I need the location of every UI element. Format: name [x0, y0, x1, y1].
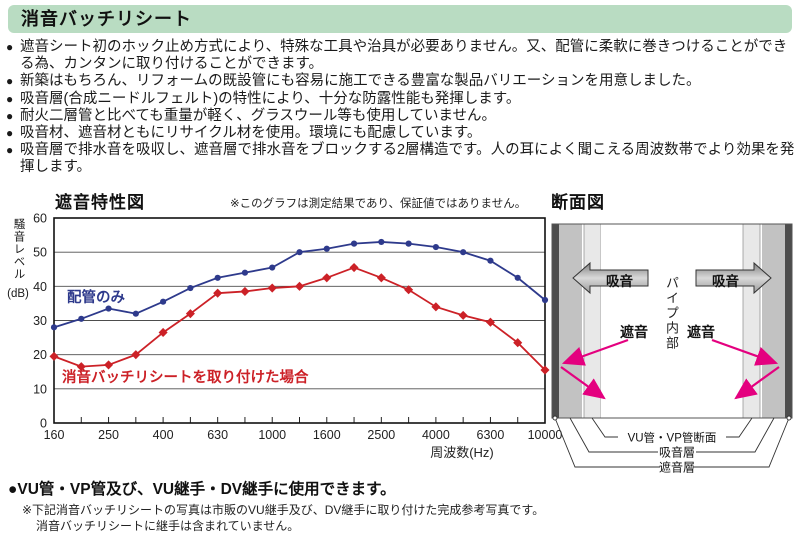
block-layer-left	[552, 224, 559, 418]
feature-text: 吸音層(合成ニードルフェルト)の特性により、十分な防露性能も発揮します。	[20, 90, 521, 107]
block-label-right: 遮音	[687, 324, 715, 340]
usage-note-line2: 消音バッチリシートに継手は含まれていません。	[36, 519, 300, 533]
block-layer-caption: 遮音層	[659, 460, 695, 475]
legend-with-sheet: 消音バッチリシートを取り付けた場合	[62, 370, 309, 386]
diagram-frame	[551, 223, 793, 419]
svg-text:10: 10	[33, 382, 47, 396]
bullet-icon: ●	[6, 126, 14, 141]
svg-text:10000: 10000	[528, 428, 563, 442]
svg-text:30: 30	[33, 314, 47, 328]
y-axis-label-text: 騒音レベル	[12, 218, 25, 281]
feature-text: 吸音材、遮音材ともにリサイクル材を使用。環境にも配慮しています。	[20, 125, 482, 142]
line-chart: 0 10 20 30 40 50 60 160 250 400 630 1000 1600 2500 400…	[33, 212, 563, 461]
feature-item: ● 吸音層(合成ニードルフェルト)の特性により、十分な防露性能も発揮します。	[6, 91, 796, 108]
chart-title: 遮音特性図	[55, 193, 145, 212]
svg-text:0: 0	[40, 417, 47, 431]
svg-text:160: 160	[44, 428, 65, 442]
absorb-layer-caption: 吸音層	[659, 445, 695, 460]
pipe-interior-label: パイプ内部	[664, 276, 679, 351]
svg-text:4000: 4000	[422, 428, 450, 442]
feature-text: 遮音シート初のホック止め方式により、特殊な工具や治具が必要ありません。又、配管に…	[20, 39, 788, 73]
svg-text:周波数(Hz): 周波数(Hz)	[430, 445, 494, 460]
chart-note: ※このグラフは測定結果であり、保証値ではありません。	[230, 198, 527, 210]
bullet-icon: ●	[6, 40, 14, 54]
feature-item: ● 吸音材、遮音材ともにリサイクル材を使用。環境にも配慮しています。	[6, 125, 796, 142]
absorb-arrow-left-icon	[572, 261, 649, 295]
feature-text: 吸音層で排水音を吸収し、遮音層で排水音をブロックする2層構造です。人の耳によく聞…	[20, 142, 795, 176]
svg-text:400: 400	[153, 428, 174, 442]
feature-list: ● 遮音シート初のホック止め方式により、特殊な工具や治具が必要ありません。又、配管…	[6, 39, 796, 177]
block-arrow-left-out-icon	[560, 366, 606, 400]
diagram-title: 断面図	[551, 193, 605, 212]
svg-text:250: 250	[98, 428, 119, 442]
pipe-wall-right	[742, 223, 761, 419]
absorb-arrow-right-icon	[695, 261, 772, 295]
svg-text:6300: 6300	[477, 428, 505, 442]
feature-item: ● 新築はもちろん、リフォームの既設管にも容易に施工できる豊富な製品バリエーション…	[6, 73, 796, 90]
absorb-label-left: 吸音	[606, 274, 633, 289]
svg-text:630: 630	[207, 428, 228, 442]
svg-text:1000: 1000	[258, 428, 286, 442]
svg-text:40: 40	[33, 280, 47, 294]
svg-text:60: 60	[33, 212, 47, 226]
bullet-icon: ●	[6, 108, 14, 123]
pipe-interior	[601, 224, 743, 418]
block-label-left: 遮音	[620, 324, 648, 340]
absorb-layer-left	[559, 224, 582, 418]
svg-text:50: 50	[33, 246, 47, 260]
block-layer-right	[785, 224, 792, 418]
usage-headline: ●VU管・VP管及び、VU継手・DV継手に使用できます。	[8, 481, 396, 498]
bullet-icon: ●	[6, 143, 14, 158]
block-bounce-arrows	[560, 338, 780, 400]
feature-item: ● 遮音シート初のホック止め方式により、特殊な工具や治具が必要ありません。又、配管…	[6, 39, 796, 73]
leader-lines	[552, 415, 792, 468]
y-axis-label: 騒音レベル (dB)	[3, 218, 33, 300]
block-arrow-right-in-icon	[711, 338, 779, 366]
pipe-section-caption: VU管・VP管断面	[628, 431, 717, 445]
feature-text: 新築はもちろん、リフォームの既設管にも容易に施工できる豊富な製品バリエーションを…	[20, 73, 701, 90]
feature-item: ● 吸音層で排水音を吸収し、遮音層で排水音をブロックする2層構造です。人の耳によく…	[6, 142, 796, 176]
y-axis-unit: (dB)	[7, 287, 29, 300]
page-title-bar: 消音バッチリシート	[8, 5, 792, 33]
absorb-layer-right	[762, 224, 785, 418]
absorb-label-right: 吸音	[712, 274, 739, 289]
svg-text:2500: 2500	[367, 428, 395, 442]
legend-pipe-only: 配管のみ	[67, 290, 125, 306]
bullet-icon: ●	[6, 74, 14, 89]
block-arrow-right-out-icon	[734, 366, 780, 400]
feature-text: 耐火二層管と比べても重量が軽く、グラスウール等も使用していません。	[20, 107, 497, 124]
bullet-icon: ●	[6, 91, 14, 106]
block-arrow-left-in-icon	[561, 338, 629, 366]
feature-item: ● 耐火二層管と比べても重量が軽く、グラスウール等も使用していません。	[6, 108, 796, 125]
svg-text:1600: 1600	[313, 428, 341, 442]
cross-section-diagram: VU管・VP管断面 吸音層 遮音層	[551, 223, 793, 475]
usage-note-line1: ※下記消音バッチリシートの写真は市販のVU継手及び、DV継手に取り付けた完成参考…	[22, 503, 545, 517]
svg-text:20: 20	[33, 348, 47, 362]
page-title: 消音バッチリシート	[21, 9, 192, 29]
